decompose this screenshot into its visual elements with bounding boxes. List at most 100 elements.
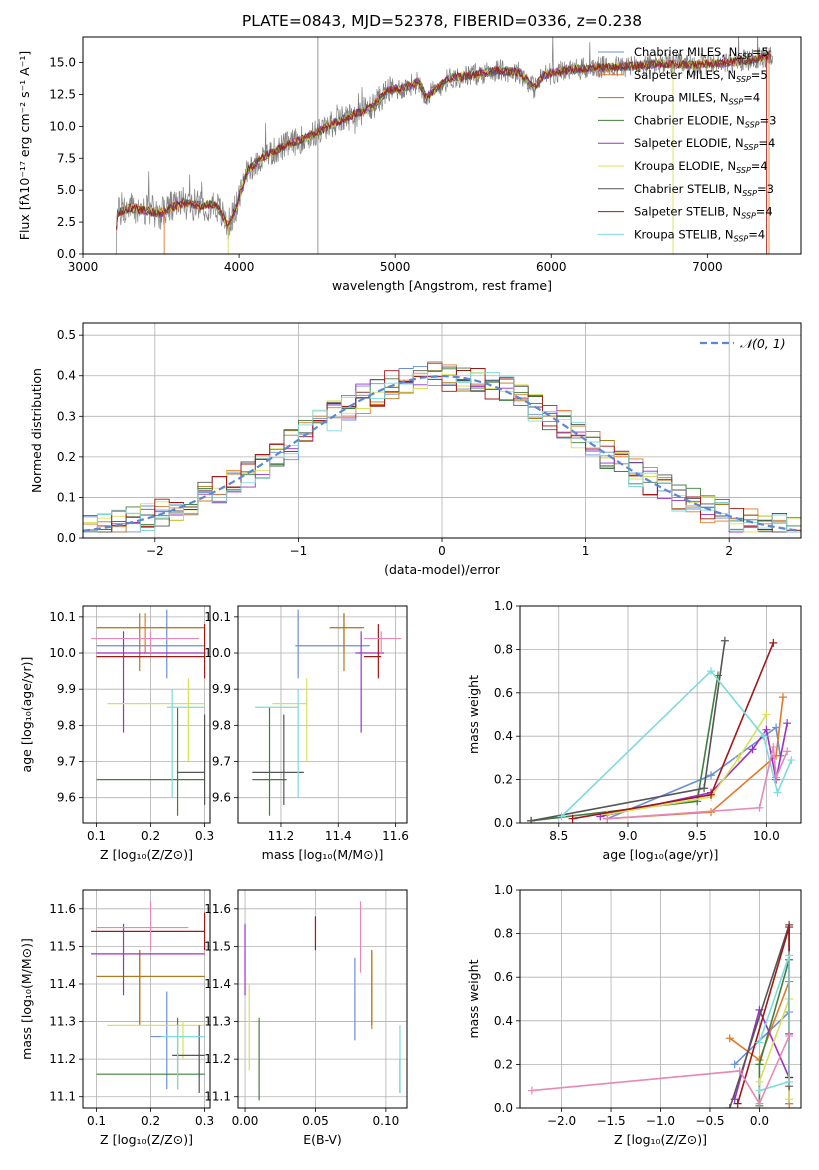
weight-series-line <box>736 926 790 1104</box>
y-tick-label: 11.2 <box>204 1052 231 1066</box>
residual-histogram-line <box>83 368 801 533</box>
y-tick-label: 9.9 <box>57 682 76 696</box>
legend-entry-tail: =4 <box>748 227 765 241</box>
y-tick-label: 11.6 <box>204 902 231 916</box>
y-tick-label: 9.7 <box>57 755 76 769</box>
weight-point-marker <box>755 803 764 812</box>
y-axis-label: Normed distribution <box>29 368 44 493</box>
legend-entry: Kroupa ELODIE, NSSP=4 <box>634 159 768 175</box>
panel-age_vs_Z: 0.1 0.2 0.3 9.6 9.7 9.8 9.9 10.0 10.1 Z [log₁₀(Z/… <box>19 605 214 862</box>
weight-point-marker <box>785 1095 794 1104</box>
weight-point-marker <box>725 1034 734 1043</box>
axes-frame <box>82 889 211 1109</box>
y-tick-label: 0.0 <box>57 531 76 545</box>
x-tick-label: 6000 <box>536 260 567 274</box>
y-tick-label: 0.5 <box>57 328 76 342</box>
weight-series-line <box>531 1035 790 1106</box>
weight-point-marker <box>707 790 716 799</box>
y-axis-label: age [log₁₀(age/yr)] <box>19 657 34 773</box>
weight-point-marker <box>733 1099 742 1108</box>
x-tick-label: 0.00 <box>232 1114 259 1128</box>
weight-point-marker <box>769 638 778 647</box>
weight-point-marker <box>730 1060 739 1069</box>
weight-point-marker <box>725 1104 734 1108</box>
plot-area-age_vs_Z <box>91 609 206 816</box>
legend-entry-sub: SSP <box>737 52 752 61</box>
weight-point-marker <box>785 951 794 960</box>
x-tick-label: 2 <box>725 544 733 558</box>
plot-area-spectrum <box>115 37 773 254</box>
legend-entry-tail: =5 <box>752 45 769 59</box>
weight-series-line <box>758 955 790 1092</box>
weight-point-marker <box>700 784 709 793</box>
panel-weight_vs_Z: −2.0 −1.5 −1.0 −0.5 0.0 0.0 0.2 0.4 0.6 0.8 1.0 Z [… <box>466 883 802 1147</box>
legend-entry-tail: =4 <box>756 205 773 219</box>
y-tick-label: 12.5 <box>49 87 76 101</box>
plot-area-mass_vs_Z <box>91 901 206 1093</box>
legend-entry-main: Kroupa ELODIE, N <box>634 159 736 173</box>
weight-point-marker <box>779 693 788 702</box>
y-tick-label: 9.6 <box>57 791 76 805</box>
legend-entry-main: Salpeter ELODIE, N <box>634 136 744 150</box>
legend-entry-sub: SSP <box>741 212 756 221</box>
legend-entry-tail: =3 <box>760 113 777 127</box>
y-tick-label: 11.3 <box>49 1015 76 1029</box>
legend-entry-sub: SSP <box>744 143 759 152</box>
weight-point-marker <box>720 636 729 645</box>
x-tick-label: 4000 <box>224 260 255 274</box>
plot-area-age_vs_mass <box>252 609 402 816</box>
plot-area-residuals <box>83 361 801 533</box>
x-tick-label: 0.3 <box>195 829 214 843</box>
x-axis-label: Z [log₁₀(Z/Z⊙)] <box>614 1132 707 1147</box>
y-axis-label: mass weight <box>466 959 481 1038</box>
weight-point-marker <box>707 667 716 676</box>
x-tick-label: 5000 <box>380 260 411 274</box>
x-tick-label: 8.5 <box>549 829 568 843</box>
y-tick-label: 0.8 <box>494 927 513 941</box>
x-tick-label: 10.0 <box>753 829 780 843</box>
x-axis-label: E(B-V) <box>303 1132 342 1147</box>
x-tick-label: −1.0 <box>646 1114 675 1128</box>
weight-point-marker <box>527 816 536 823</box>
y-tick-label: 0.6 <box>494 970 513 984</box>
x-tick-label: −2 <box>146 544 164 558</box>
y-axis-label: mass weight <box>466 675 481 754</box>
y-axis-label: mass [log₁₀(M/M⊙)] <box>19 938 34 1060</box>
legend-entry-sub: SSP <box>734 234 749 243</box>
legend-entry-tail: =4 <box>751 159 768 173</box>
x-axis-label: wavelength [Angstrom, rest frame] <box>332 278 552 293</box>
x-tick-label: 1 <box>582 544 590 558</box>
axes-frame <box>237 605 408 824</box>
weight-series-line <box>600 723 788 818</box>
x-tick-label: 0.1 <box>87 829 106 843</box>
y-tick-label: 10.0 <box>49 646 76 660</box>
legend-entry: Kroupa MILES, NSSP=4 <box>634 91 760 107</box>
y-tick-label: 0.0 <box>494 816 513 830</box>
y-tick-label: 0.2 <box>57 450 76 464</box>
plot-area-weight_vs_age <box>527 636 796 823</box>
y-tick-label: 11.5 <box>204 939 231 953</box>
legend-entry: Chabrier STELIB, NSSP=3 <box>634 182 774 198</box>
normal-curve-line <box>83 375 799 532</box>
legend-entry: Chabrier MILES, NSSP=5 <box>634 45 769 61</box>
weight-point-marker <box>735 1066 744 1075</box>
y-tick-label: 0.0 <box>57 247 76 261</box>
x-tick-label: 11.4 <box>325 829 352 843</box>
y-tick-label: 10.0 <box>204 646 231 660</box>
legend-entry-main: Chabrier MILES, N <box>634 45 737 59</box>
y-tick-label: 15.0 <box>49 56 76 70</box>
y-tick-label: 10.1 <box>49 610 76 624</box>
legend-entry-tail: =4 <box>743 91 760 105</box>
weight-series-line <box>606 726 781 820</box>
weight-point-marker <box>772 773 781 782</box>
legend-entry-main: Chabrier ELODIE, N <box>634 113 745 127</box>
legend-entry: Chabrier ELODIE, NSSP=3 <box>634 113 776 129</box>
x-tick-label: 9.0 <box>618 829 637 843</box>
y-tick-label: 11.1 <box>204 1090 231 1104</box>
legend-entry-main: Salpeter STELIB, N <box>634 205 741 219</box>
y-tick-label: 11.3 <box>204 1015 231 1029</box>
weight-point-marker <box>769 743 778 752</box>
y-tick-label: 11.4 <box>204 977 231 991</box>
